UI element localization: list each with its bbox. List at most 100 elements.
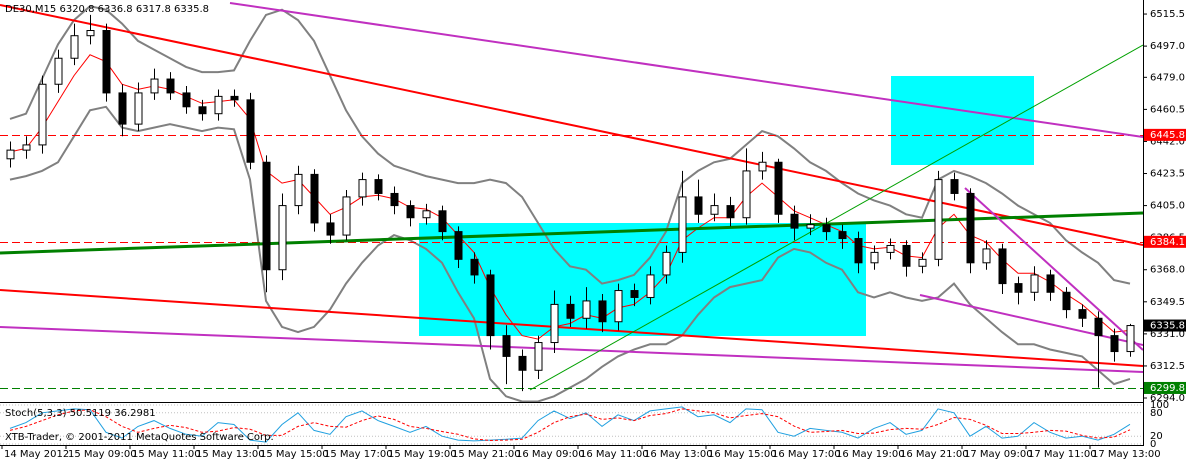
candle-body <box>374 179 383 194</box>
stoch-tick-label: 100 <box>1150 400 1169 411</box>
stoch-header: Stoch(5,3,3) 50.5119 36.2981 <box>5 408 156 419</box>
last-low: 6317.8 <box>136 4 171 15</box>
candle-body <box>1062 291 1071 311</box>
x-tick-label: 16 May 21:00 <box>900 449 969 460</box>
candle-body <box>262 161 271 271</box>
candle-body <box>166 78 175 94</box>
candle-body <box>22 144 31 151</box>
candle-body <box>502 335 511 357</box>
candle-body <box>1078 309 1087 319</box>
candle-body <box>758 161 767 172</box>
x-tick-label: 16 May 15:00 <box>708 449 777 460</box>
candle-body <box>982 248 991 264</box>
symbol: DE30,M15 <box>5 4 56 15</box>
x-tick-label: 16 May 17:00 <box>772 449 841 460</box>
x-tick-label: 15 May 09:00 <box>68 449 137 460</box>
x-tick-label: 16 May 11:00 <box>580 449 649 460</box>
candle-body <box>278 205 287 271</box>
candle-body <box>1046 274 1055 293</box>
candle-body <box>870 251 879 264</box>
candle-body <box>214 95 223 115</box>
trend-line <box>529 44 1143 391</box>
y-tick-label: 6312.5 <box>1150 361 1185 372</box>
candle-body <box>134 92 143 125</box>
x-tick-label: 17 May 09:00 <box>964 449 1033 460</box>
candle-body <box>742 170 751 219</box>
candle-body <box>118 92 127 125</box>
trend-line <box>0 211 1143 255</box>
stoch-tick-label: 80 <box>1150 408 1163 419</box>
candle-body <box>710 205 719 215</box>
candle-body <box>678 196 687 253</box>
candle-layer <box>6 14 1135 392</box>
candle-body <box>38 83 47 146</box>
x-tick-label: 17 May 13:00 <box>1092 449 1161 460</box>
candle-body <box>774 161 783 215</box>
candle-body <box>1126 325 1135 353</box>
candle-body <box>518 355 527 371</box>
candle-body <box>534 342 543 371</box>
candle-body <box>950 179 959 194</box>
candle-body <box>1030 274 1039 293</box>
x-tick-label: 15 May 19:00 <box>388 449 457 460</box>
x-tick-label: 17 May 11:00 <box>1028 449 1097 460</box>
stoch-name: Stoch(5,3,3) <box>5 408 67 419</box>
candle-body <box>358 179 367 198</box>
candle-body <box>310 173 319 224</box>
candle-body <box>614 290 623 323</box>
y-tick-label: 6331.0 <box>1150 329 1185 340</box>
stoch-pane <box>0 404 1143 445</box>
x-tick-label: 15 May 13:00 <box>196 449 265 460</box>
candle-body <box>390 192 399 207</box>
price-tag-label: 6335.8 <box>1150 321 1185 332</box>
candle-body <box>902 244 911 267</box>
price-tag <box>1144 128 1186 141</box>
candle-body <box>966 192 975 264</box>
stoch-line <box>9 406 1131 443</box>
candle-body <box>566 303 575 319</box>
candle-body <box>1094 317 1103 337</box>
candle-body <box>342 196 351 236</box>
candle-body <box>550 303 559 344</box>
main-pane <box>0 2 1143 402</box>
indicator-layer <box>0 5 1143 402</box>
candle-body <box>86 30 95 37</box>
candle-body <box>598 300 607 323</box>
candle-body <box>182 92 191 108</box>
x-tick-label: 16 May 09:00 <box>516 449 585 460</box>
candle-body <box>246 99 255 163</box>
x-tick-label: 16 May 13:00 <box>644 449 713 460</box>
candle-body <box>102 30 111 94</box>
candle-body <box>806 224 815 229</box>
x-tick-label: 15 May 15:00 <box>260 449 329 460</box>
candle-body <box>198 106 207 115</box>
trend-line <box>0 289 1143 367</box>
y-tick-label: 6349.5 <box>1150 297 1185 308</box>
candle-body <box>662 251 671 276</box>
indicator-line <box>9 5 1131 285</box>
last-high: 6336.8 <box>98 4 133 15</box>
candle-body <box>1110 335 1119 353</box>
trend-line <box>0 326 1143 373</box>
price-tag-label: 6445.8 <box>1150 130 1185 141</box>
x-tick-label: 15 May 17:00 <box>324 449 393 460</box>
candle-body <box>582 300 591 319</box>
stoch-main-last: 50.5119 <box>70 408 111 419</box>
candle-body <box>294 173 303 207</box>
stoch-tick-label: 0 <box>1150 439 1156 450</box>
stoch-signal-last: 36.2981 <box>114 408 155 419</box>
y-tick-label: 6423.5 <box>1150 169 1185 180</box>
chart-header: DE30,M15 6320.8 6336.8 6317.8 6335.8 <box>5 4 209 15</box>
price-tag <box>1144 381 1186 394</box>
candle-body <box>406 205 415 219</box>
candle-body <box>70 35 79 59</box>
price-tag-label: 6384.1 <box>1150 237 1185 248</box>
candle-body <box>1014 283 1023 293</box>
y-tick-label: 6294.0 <box>1150 393 1185 404</box>
candle-body <box>422 210 431 219</box>
candle-body <box>918 258 927 267</box>
trend-line <box>964 187 1143 351</box>
candle-body <box>646 274 655 298</box>
x-tick-label: 14 May 2012 <box>4 449 69 460</box>
